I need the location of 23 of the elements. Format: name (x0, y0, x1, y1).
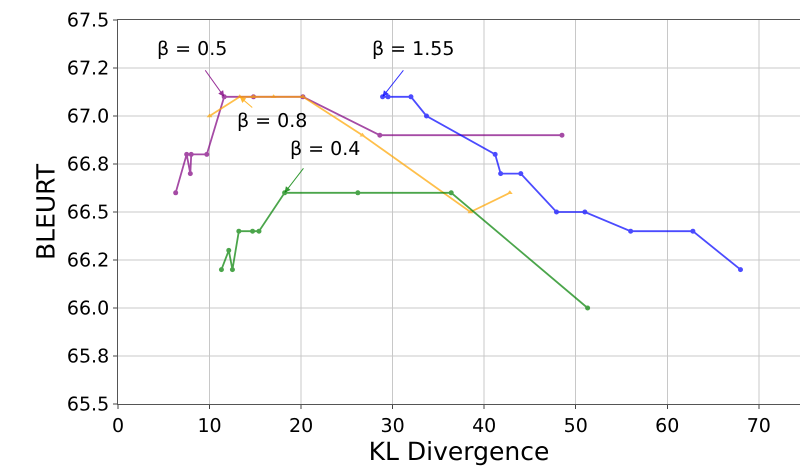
x-tick-label: 20 (288, 414, 314, 437)
x-tick-label: 70 (746, 414, 771, 437)
y-tick-label: 65.8 (66, 346, 110, 368)
y-tick-label: 66.0 (66, 298, 110, 320)
x-tick-label: 50 (564, 414, 588, 437)
x-axis-title: KL Divergence (368, 436, 550, 466)
y-tick-label: 67.5 (66, 10, 110, 32)
x-tick-label: 0 (112, 414, 124, 437)
annotation: β = 0.4 (290, 138, 360, 160)
y-tick-label: 66.2 (66, 250, 110, 272)
annotation: β = 0.8 (237, 110, 308, 132)
x-tick-label: 30 (380, 414, 405, 437)
x-tick-label: 10 (197, 414, 222, 437)
annotation: β = 1.55 (372, 38, 454, 60)
annotation: β = 0.5 (157, 38, 228, 60)
y-axis-title: BLEURT (32, 163, 61, 260)
y-tick-label: 67.0 (66, 106, 110, 128)
y-tick-label: 66.5 (66, 202, 110, 224)
x-tick-label: 40 (472, 414, 496, 437)
x-tick-label: 60 (655, 414, 680, 437)
y-tick-label: 67.2 (66, 58, 110, 80)
y-tick-label: 65.5 (66, 394, 110, 416)
y-tick-label: 66.8 (66, 154, 110, 176)
